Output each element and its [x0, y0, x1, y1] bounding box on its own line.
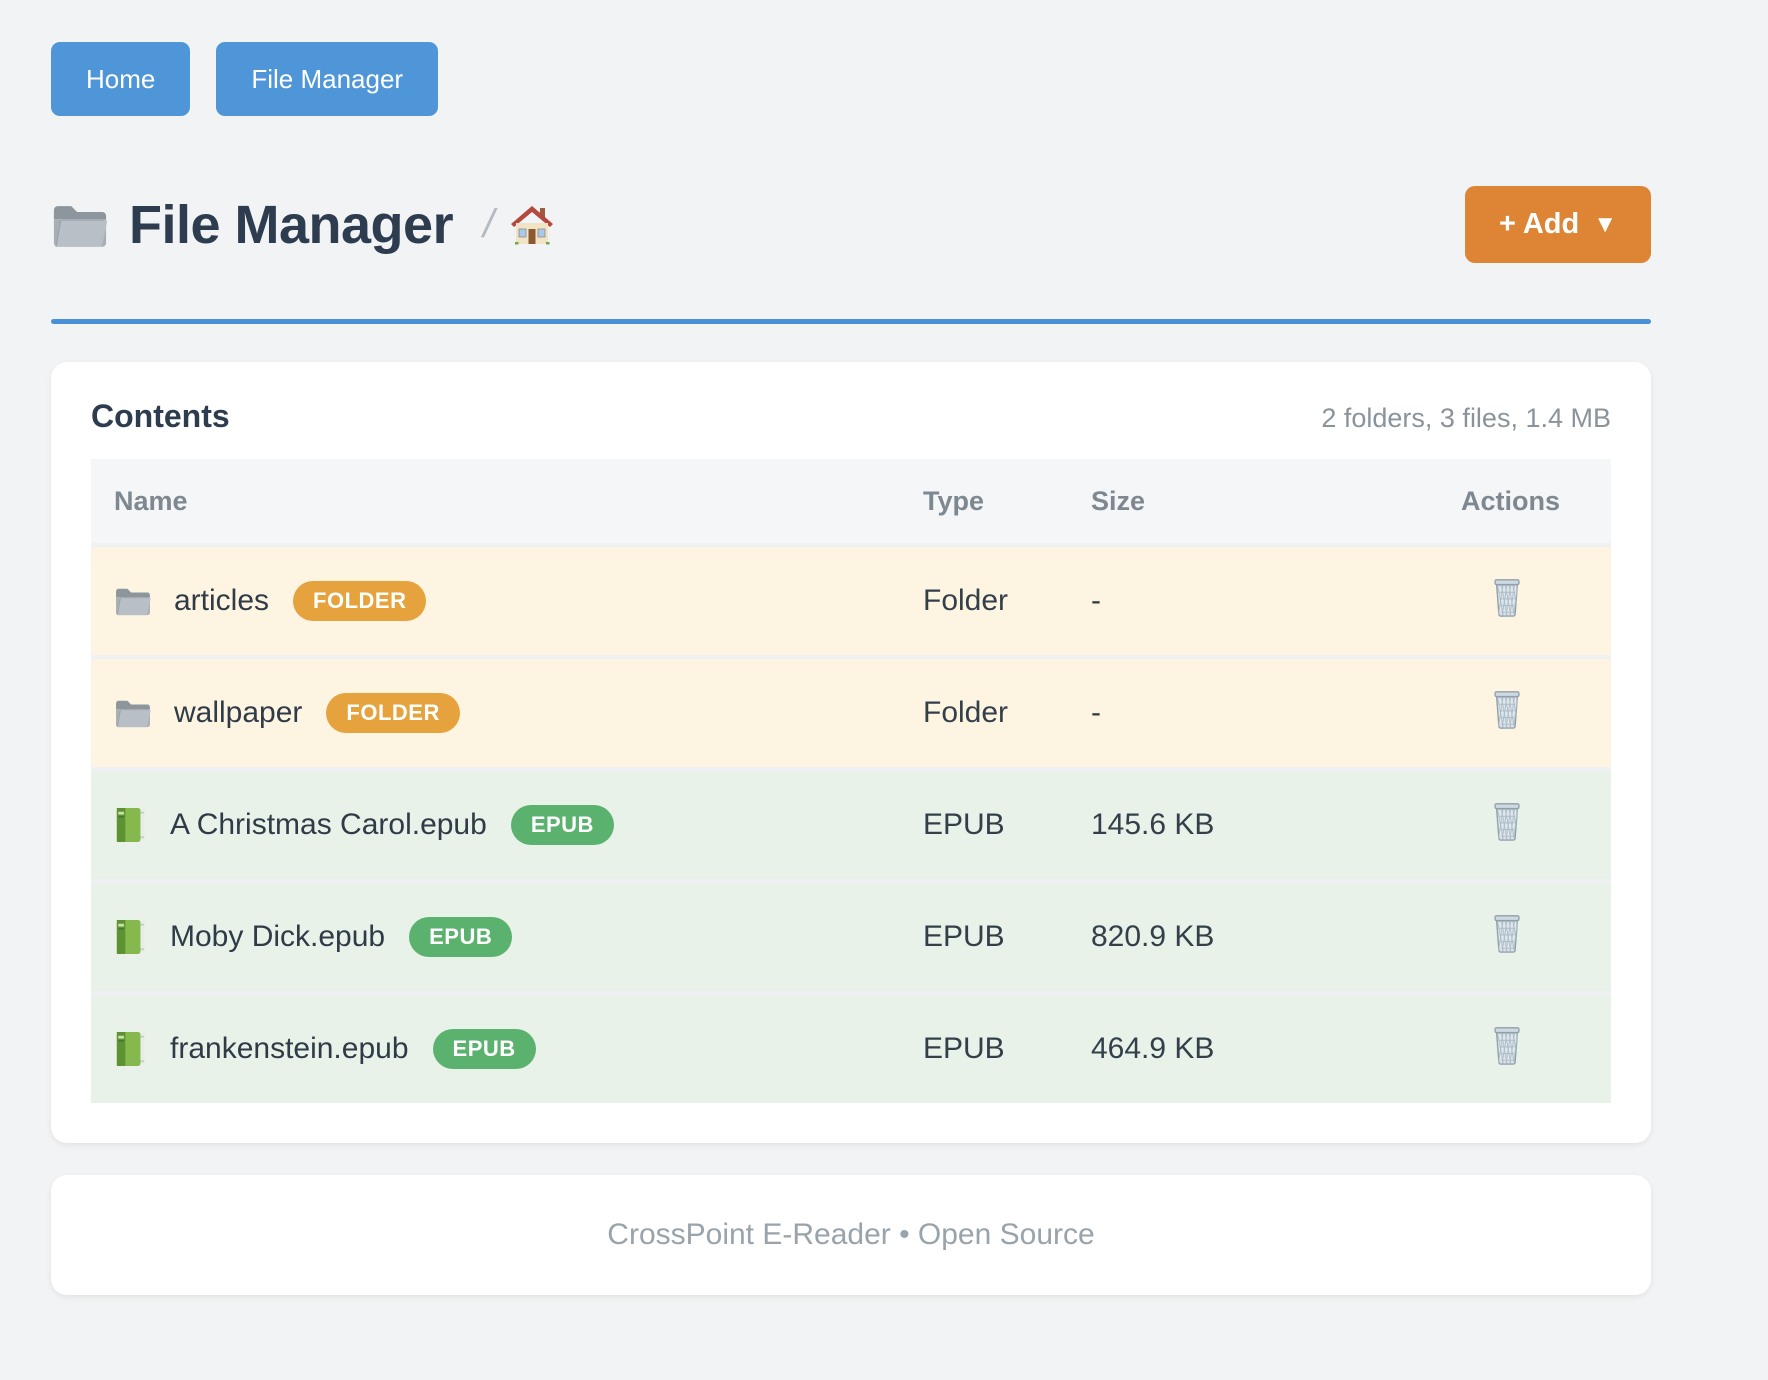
column-header-type: Type: [923, 485, 985, 516]
breadcrumb-separator: /: [483, 202, 495, 246]
footer-card: CrossPoint E-Reader • Open Source: [51, 1175, 1651, 1295]
delete-button[interactable]: [1489, 576, 1525, 618]
column-header-name: Name: [114, 485, 188, 516]
file-size: 820.9 KB: [1091, 920, 1215, 953]
delete-button[interactable]: [1489, 1024, 1525, 1066]
add-button-label: + Add: [1498, 208, 1580, 240]
delete-button[interactable]: [1489, 800, 1525, 842]
delete-button[interactable]: [1489, 912, 1525, 954]
breadcrumb: /: [483, 202, 554, 247]
file-name[interactable]: articles: [174, 584, 270, 617]
file-type-badge: FOLDER: [293, 581, 427, 621]
add-button[interactable]: + Add ▼: [1464, 186, 1651, 263]
file-table: Name Type Size Actions articles FOLDER F…: [91, 459, 1611, 1103]
title-group: File Manager /: [51, 194, 554, 256]
contents-title: Contents: [91, 398, 230, 434]
file-type: Folder: [923, 696, 1009, 729]
file-size: 145.6 KB: [1091, 808, 1215, 841]
file-type: EPUB: [923, 920, 1005, 953]
column-header-actions: Actions: [1461, 485, 1561, 516]
file-type: Folder: [923, 584, 1009, 617]
page-title: File Manager: [129, 194, 454, 255]
nav-file-manager-button[interactable]: File Manager: [216, 42, 439, 116]
top-nav: Home File Manager: [51, 42, 1651, 116]
trash-icon: [1494, 803, 1520, 841]
table-row[interactable]: A Christmas Carol.epub EPUB EPUB 145.6 K…: [91, 767, 1611, 879]
table-row[interactable]: articles FOLDER Folder -: [91, 543, 1611, 655]
folder-icon: [115, 588, 151, 616]
page-header: File Manager / + Add ▼: [51, 186, 1651, 263]
title-underline: [51, 319, 1651, 324]
file-type-badge: EPUB: [510, 805, 614, 845]
trash-icon: [1494, 915, 1520, 953]
file-type-badge: FOLDER: [326, 693, 460, 733]
file-type: EPUB: [923, 1032, 1005, 1065]
page: Home File Manager File Manager / + Add ▼…: [51, 0, 1651, 1295]
file-name[interactable]: frankenstein.epub: [170, 1032, 409, 1065]
contents-card-header: Contents 2 folders, 3 files, 1.4 MB: [91, 398, 1611, 435]
table-row[interactable]: frankenstein.epub EPUB EPUB 464.9 KB: [91, 991, 1611, 1103]
folder-icon: [115, 700, 151, 728]
file-size: 464.9 KB: [1091, 1032, 1215, 1065]
file-size: -: [1091, 584, 1101, 617]
footer-text: CrossPoint E-Reader • Open Source: [607, 1218, 1095, 1251]
house-icon[interactable]: [510, 204, 554, 246]
file-type-badge: EPUB: [409, 917, 513, 957]
file-type-badge: EPUB: [432, 1029, 536, 1069]
file-size: -: [1091, 696, 1101, 729]
nav-home-button[interactable]: Home: [51, 42, 191, 116]
column-header-size: Size: [1091, 485, 1146, 516]
file-name[interactable]: wallpaper: [174, 696, 303, 729]
chevron-down-icon: ▼: [1593, 210, 1617, 238]
file-name[interactable]: A Christmas Carol.epub: [170, 808, 487, 841]
table-row[interactable]: wallpaper FOLDER Folder -: [91, 655, 1611, 767]
file-name[interactable]: Moby Dick.epub: [170, 920, 386, 953]
green-book-icon: [116, 1032, 145, 1066]
folder-icon: [53, 205, 108, 247]
trash-icon: [1494, 691, 1520, 729]
file-type: EPUB: [923, 808, 1005, 841]
table-header-row: Name Type Size Actions: [91, 459, 1611, 543]
table-body: articles FOLDER Folder - wallpaper FOLDE…: [91, 543, 1611, 1103]
green-book-icon: [116, 920, 145, 954]
trash-icon: [1494, 579, 1520, 617]
contents-summary: 2 folders, 3 files, 1.4 MB: [1321, 403, 1611, 433]
table-row[interactable]: Moby Dick.epub EPUB EPUB 820.9 KB: [91, 879, 1611, 991]
contents-card: Contents 2 folders, 3 files, 1.4 MB Name…: [51, 362, 1651, 1143]
green-book-icon: [116, 808, 145, 842]
trash-icon: [1494, 1027, 1520, 1065]
delete-button[interactable]: [1489, 688, 1525, 730]
